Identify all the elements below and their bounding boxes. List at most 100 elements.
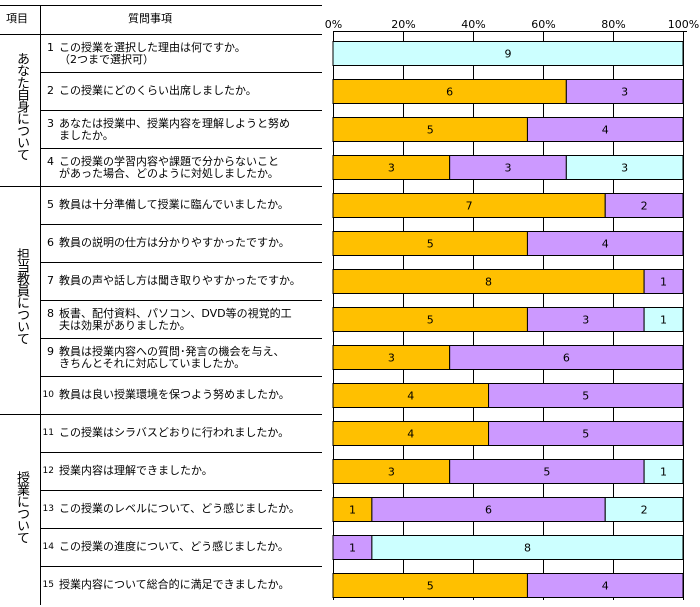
question-number: 5 <box>47 198 54 211</box>
bar-value-label: 5 <box>427 314 434 327</box>
bar-segment <box>371 497 606 522</box>
row-divider <box>40 224 322 225</box>
bar-segment <box>449 459 645 484</box>
x-tick-label: 80% <box>601 18 625 31</box>
x-tick-label: 100% <box>668 18 699 31</box>
question-number: 10 <box>42 390 54 400</box>
row-divider <box>40 566 322 567</box>
x-tick-label: 20% <box>391 18 415 31</box>
bar-segment <box>332 41 684 66</box>
bar-value-label: 7 <box>466 200 473 213</box>
question-number: 6 <box>47 236 54 249</box>
row-divider <box>40 110 322 111</box>
bar-segment <box>643 269 684 294</box>
bar-segment <box>565 155 684 180</box>
question-number: 4 <box>47 155 54 168</box>
bar-segment <box>643 307 684 332</box>
bar-segment <box>449 155 567 180</box>
question-text: この授業を選択した理由は何ですか。 （2つまで選択可） <box>59 41 246 66</box>
question-number: 1 <box>47 41 54 54</box>
bar-segment <box>604 497 684 522</box>
bar-segment <box>526 573 684 598</box>
question-column-header: 質問事項 <box>128 12 172 25</box>
row-divider <box>40 528 322 529</box>
bar-segment <box>488 421 684 446</box>
bar-value-label: 4 <box>407 390 414 403</box>
section-label: 担当教員について <box>14 248 29 344</box>
bar-segment <box>332 155 451 180</box>
bar-value-label: 6 <box>446 86 453 99</box>
bar-value-label: 3 <box>505 162 512 175</box>
x-tick-label: 0% <box>325 18 342 31</box>
question-text: この授業はシラバスどおりに行われましたか。 <box>59 426 290 439</box>
row-divider <box>40 452 322 453</box>
bar-value-label: 5 <box>543 466 550 479</box>
question-text: あなたは授業中、授業内容を理解しようと努め ましたか。 <box>59 117 290 142</box>
bar-value-label: 3 <box>582 314 589 327</box>
question-number: 14 <box>42 542 54 552</box>
bar-value-label: 1 <box>349 504 356 517</box>
question-number: 12 <box>42 466 54 476</box>
row-divider <box>40 338 322 339</box>
bar-segment <box>332 345 451 370</box>
bar-segment <box>332 535 373 560</box>
bar-value-label: 1 <box>349 542 356 555</box>
question-text: 教員は十分準備して授業に臨んでいましたか。 <box>59 198 289 211</box>
x-tick-label: 60% <box>531 18 555 31</box>
question-text: 板書、配付資料、パソコン、DVD等の視覚的工 夫は効果がありましたか。 <box>59 307 292 332</box>
bar-segment <box>526 117 684 142</box>
bar-value-label: 1 <box>660 276 667 289</box>
bar-segment <box>643 459 684 484</box>
question-text: この授業のレベルについて、どう感じましたか。 <box>59 502 300 515</box>
question-text: この授業の進度について、どう感じましたか。 <box>59 540 289 553</box>
bar-value-label: 5 <box>427 124 434 137</box>
bar-value-label: 1 <box>660 314 667 327</box>
bar-value-label: 1 <box>660 466 667 479</box>
bar-value-label: 4 <box>602 238 609 251</box>
bar-value-label: 6 <box>563 352 570 365</box>
question-number: 7 <box>47 274 54 287</box>
bar-value-label: 5 <box>427 238 434 251</box>
question-text: 教員の声や話し方は聞き取りやすかったですか。 <box>59 274 301 287</box>
bar-value-label: 2 <box>641 504 648 517</box>
row-divider <box>40 376 322 377</box>
bar-segment <box>371 535 684 560</box>
bar-segment <box>332 307 528 332</box>
bar-value-label: 3 <box>621 86 628 99</box>
question-text: 授業内容は理解できましたか。 <box>59 464 213 477</box>
bar-value-label: 6 <box>485 504 492 517</box>
bar-segment <box>526 231 684 256</box>
bar-value-label: 3 <box>388 162 395 175</box>
bar-segment <box>332 117 528 142</box>
bar-value-label: 2 <box>641 200 648 213</box>
bar-value-label: 3 <box>388 352 395 365</box>
row-divider <box>40 300 322 301</box>
bar-segment <box>332 231 528 256</box>
question-text: この授業の学習内容や課題で分からないこと があった場合、どのように対処しましたか… <box>59 155 279 180</box>
question-number: 8 <box>47 307 54 320</box>
row-divider <box>40 72 322 73</box>
x-tick-label: 40% <box>461 18 485 31</box>
bar-segment <box>488 383 684 408</box>
bar-value-label: 8 <box>524 542 531 555</box>
question-number: 13 <box>42 504 54 514</box>
bar-value-label: 3 <box>621 162 628 175</box>
bar-value-label: 3 <box>388 466 395 479</box>
bar-segment <box>332 497 373 522</box>
bar-value-label: 8 <box>485 276 492 289</box>
question-text: 教員の説明の仕方は分かりやすかったですか。 <box>59 236 290 249</box>
question-text: 授業内容について総合的に満足できましたか。 <box>59 578 290 591</box>
bar-value-label: 5 <box>582 428 589 441</box>
bar-value-label: 5 <box>427 580 434 593</box>
row-divider <box>40 262 322 263</box>
bar-segment <box>449 345 684 370</box>
question-number: 11 <box>42 428 54 438</box>
item-column-header: 項目 <box>6 12 28 25</box>
bar-segment <box>332 383 490 408</box>
row-divider <box>40 186 322 187</box>
row-divider <box>40 148 322 149</box>
row-divider <box>40 490 322 491</box>
bar-value-label: 9 <box>505 48 512 61</box>
bar-value-label: 4 <box>407 428 414 441</box>
bar-value-label: 4 <box>602 124 609 137</box>
